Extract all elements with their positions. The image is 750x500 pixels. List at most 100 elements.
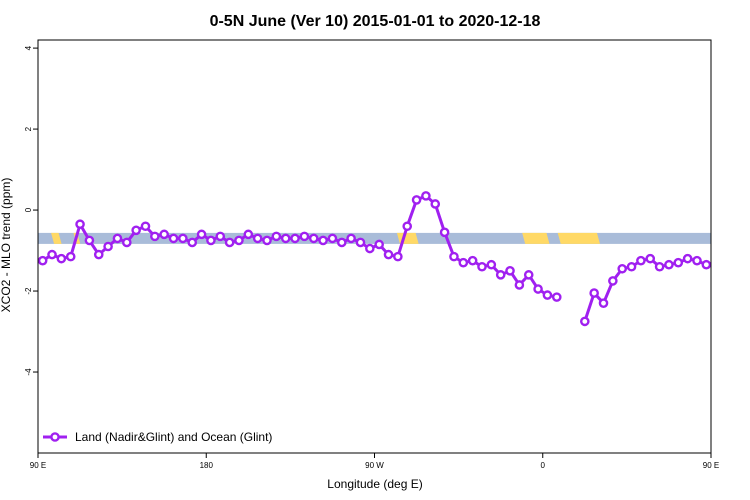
data-point: [75, 219, 85, 230]
land-band-segment: [522, 232, 550, 244]
x-tick-label: 90 W: [365, 461, 384, 470]
data-point: [636, 255, 646, 266]
data-point: [673, 257, 684, 268]
data-point: [439, 227, 450, 238]
data-point: [449, 251, 459, 262]
land-band-segment: [557, 232, 600, 244]
data-point: [355, 237, 366, 248]
data-point: [402, 221, 413, 232]
data-point: [393, 251, 403, 262]
data-point: [721, 255, 728, 262]
data-point: [65, 251, 76, 262]
data-point: [56, 253, 67, 264]
data-point: [542, 290, 553, 300]
data-point: [131, 225, 141, 236]
data-point: [645, 253, 656, 264]
data-point: [430, 199, 441, 209]
y-axis: 4 2 0 -2 -4: [24, 45, 38, 376]
data-point: [150, 231, 160, 242]
data-point: [477, 261, 487, 272]
data-point: [486, 259, 497, 270]
data-point: [617, 263, 628, 274]
data-point: [121, 237, 132, 248]
y-tick-label: 4: [24, 45, 33, 50]
data-point: [701, 259, 711, 270]
x-tick-label: 90 E: [30, 461, 46, 470]
data-point: [112, 233, 123, 244]
series-line: [41, 194, 558, 299]
x-tick-label: 90 E: [703, 461, 719, 470]
y-tick-label: -2: [24, 287, 33, 295]
data-point: [731, 253, 738, 260]
series-layer: [38, 191, 747, 327]
data-point: [495, 270, 506, 280]
data-point: [710, 261, 711, 264]
data-point: [533, 284, 543, 294]
data-point: [252, 233, 263, 244]
data-point: [215, 231, 226, 242]
data-point: [523, 270, 534, 280]
x-axis: 90 E 180 90 W 0 90 E: [30, 453, 719, 470]
data-point: [346, 233, 356, 244]
x-axis-label: Longitude (deg E): [327, 477, 422, 491]
data-point: [589, 288, 599, 298]
y-axis-label: XCO2 - MLO trend (ppm): [0, 178, 13, 313]
data-point: [224, 237, 235, 248]
surface-band: [38, 232, 750, 244]
data-point: [740, 253, 747, 260]
data-point: [243, 229, 254, 240]
data-point: [580, 316, 590, 327]
data-point: [598, 298, 609, 308]
data-point: [271, 231, 282, 242]
data-point: [187, 237, 198, 248]
data-point: [365, 243, 375, 254]
legend-marker-swatch: [50, 432, 60, 442]
x-tick-label: 180: [200, 461, 214, 470]
land-band-segment: [51, 232, 62, 244]
land-band-segment: [743, 233, 750, 244]
legend: Land (Nadir&Glint) and Ocean (Glint): [43, 430, 272, 444]
data-point: [196, 229, 207, 240]
data-point: [206, 235, 216, 246]
data-point: [654, 261, 665, 272]
data-point: [234, 235, 244, 246]
data-point: [308, 233, 319, 244]
data-point: [551, 292, 562, 302]
data-point: [664, 259, 674, 270]
data-point: [514, 280, 525, 290]
data-point: [505, 265, 515, 276]
data-point: [47, 249, 57, 260]
data-point: [168, 233, 179, 244]
y-tick-label: 2: [24, 126, 33, 131]
data-point: [327, 233, 338, 244]
data-point: [383, 249, 394, 260]
data-point: [38, 255, 48, 266]
land-band-segment: [396, 232, 419, 244]
data-point: [692, 255, 702, 266]
data-point: [682, 253, 693, 264]
data-point: [280, 233, 291, 244]
data-point: [421, 191, 431, 201]
ocean-band: [38, 232, 711, 244]
data-point: [140, 221, 151, 232]
data-point: [299, 231, 310, 242]
data-point: [411, 195, 422, 205]
data-point: [626, 261, 637, 272]
chart-title: 0-5N June (Ver 10) 2015-01-01 to 2020-12…: [210, 13, 541, 30]
legend-label: Land (Nadir&Glint) and Ocean (Glint): [75, 430, 272, 444]
data-point: [93, 249, 104, 260]
data-point: [374, 239, 384, 250]
y-tick-label: 0: [24, 207, 33, 212]
data-point: [84, 235, 95, 246]
data-point: [336, 237, 347, 248]
data-point: [458, 257, 469, 268]
data-point: [290, 233, 300, 244]
data-point: [262, 235, 272, 246]
x-tick-label: 0: [541, 461, 546, 470]
data-point: [318, 235, 328, 246]
data-point: [103, 241, 113, 252]
data-point: [608, 276, 618, 286]
data-point: [159, 229, 169, 240]
data-point: [467, 255, 478, 266]
